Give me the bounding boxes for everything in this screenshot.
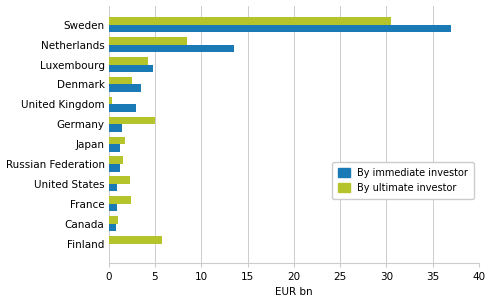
Bar bbox=[109, 25, 451, 32]
Bar bbox=[109, 176, 130, 184]
Bar bbox=[109, 17, 391, 25]
Bar bbox=[109, 216, 118, 224]
Bar bbox=[109, 97, 112, 104]
Bar bbox=[109, 77, 132, 85]
Bar bbox=[109, 156, 123, 164]
Bar bbox=[109, 45, 234, 52]
Bar bbox=[109, 65, 153, 72]
X-axis label: EUR bn: EUR bn bbox=[275, 288, 313, 298]
Bar bbox=[109, 196, 131, 204]
Legend: By immediate investor, By ultimate investor: By immediate investor, By ultimate inves… bbox=[332, 162, 474, 199]
Bar bbox=[109, 164, 120, 171]
Bar bbox=[109, 37, 188, 45]
Bar bbox=[109, 236, 163, 244]
Bar bbox=[109, 57, 148, 65]
Bar bbox=[109, 85, 141, 92]
Bar bbox=[109, 117, 155, 124]
Bar bbox=[109, 104, 136, 112]
Bar bbox=[109, 144, 120, 152]
Bar bbox=[109, 224, 116, 231]
Bar bbox=[109, 124, 122, 132]
Bar bbox=[109, 137, 125, 144]
Bar bbox=[109, 184, 117, 191]
Bar bbox=[109, 204, 117, 211]
